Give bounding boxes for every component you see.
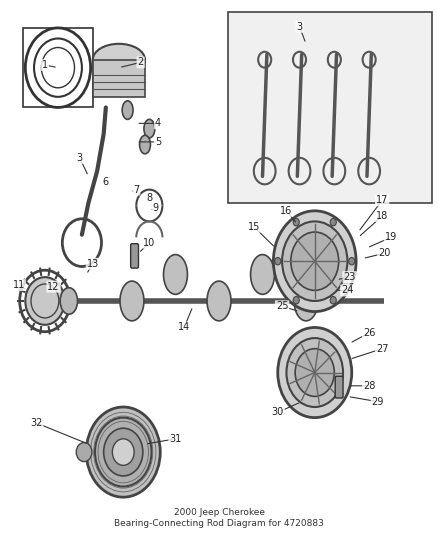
Text: 15: 15 <box>247 222 260 232</box>
Text: 3: 3 <box>77 153 83 163</box>
Ellipse shape <box>93 44 145 76</box>
Ellipse shape <box>294 281 318 321</box>
Text: 19: 19 <box>385 232 397 243</box>
Text: 6: 6 <box>103 176 109 187</box>
Text: 2000 Jeep Cherokee
Bearing-Connecting Rod Diagram for 4720883: 2000 Jeep Cherokee Bearing-Connecting Ro… <box>114 508 324 528</box>
Ellipse shape <box>144 119 155 138</box>
Circle shape <box>286 338 343 407</box>
Ellipse shape <box>140 135 150 154</box>
Text: 9: 9 <box>153 203 159 213</box>
Ellipse shape <box>122 101 133 119</box>
Text: 7: 7 <box>133 184 139 195</box>
Text: 25: 25 <box>276 301 288 311</box>
Circle shape <box>95 418 152 487</box>
Text: 13: 13 <box>87 259 99 269</box>
Text: 3: 3 <box>297 22 303 32</box>
Text: 11: 11 <box>13 280 25 290</box>
Ellipse shape <box>163 255 187 294</box>
Ellipse shape <box>120 281 144 321</box>
FancyBboxPatch shape <box>131 244 138 268</box>
Circle shape <box>278 327 352 418</box>
Text: 23: 23 <box>343 272 356 282</box>
Bar <box>93 60 145 97</box>
Text: 1: 1 <box>42 60 48 70</box>
Circle shape <box>113 439 134 465</box>
Circle shape <box>76 442 92 462</box>
Ellipse shape <box>207 281 231 321</box>
Text: 10: 10 <box>143 238 155 248</box>
FancyBboxPatch shape <box>335 376 343 398</box>
Text: 17: 17 <box>376 195 389 205</box>
Text: 2: 2 <box>138 58 144 67</box>
Text: 28: 28 <box>363 381 375 391</box>
Bar <box>228 12 432 203</box>
Text: 4: 4 <box>155 118 161 128</box>
Text: 29: 29 <box>372 397 384 407</box>
Text: 14: 14 <box>178 322 190 333</box>
Circle shape <box>349 257 355 265</box>
Circle shape <box>25 277 64 325</box>
Circle shape <box>293 219 299 226</box>
Text: 12: 12 <box>47 281 60 292</box>
Text: 26: 26 <box>363 328 375 338</box>
Circle shape <box>104 428 143 476</box>
Ellipse shape <box>60 288 78 314</box>
Text: 32: 32 <box>30 418 42 428</box>
Text: 16: 16 <box>280 206 293 216</box>
Circle shape <box>295 349 334 397</box>
Circle shape <box>291 232 339 290</box>
Circle shape <box>293 296 299 304</box>
Circle shape <box>282 221 347 301</box>
Circle shape <box>273 211 356 312</box>
Circle shape <box>330 296 336 304</box>
Text: 20: 20 <box>378 248 391 259</box>
Circle shape <box>275 257 281 265</box>
Text: 5: 5 <box>155 137 161 147</box>
Text: 31: 31 <box>170 434 182 444</box>
Circle shape <box>330 219 336 226</box>
Text: 27: 27 <box>376 344 389 354</box>
Text: 24: 24 <box>341 285 353 295</box>
Text: 8: 8 <box>146 192 152 203</box>
Bar <box>23 28 93 108</box>
Text: 30: 30 <box>272 407 284 417</box>
Text: 18: 18 <box>376 211 389 221</box>
Ellipse shape <box>251 255 275 294</box>
Circle shape <box>86 407 160 497</box>
